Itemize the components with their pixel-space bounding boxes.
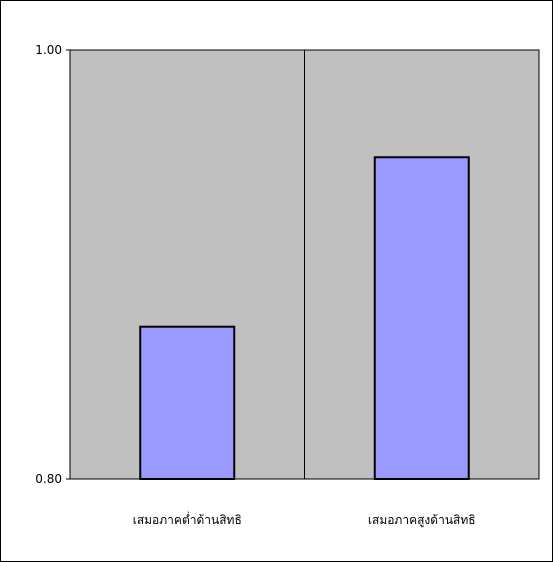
chart-marks: 0.80 1.00 เสมอภาคต่ำด้านสิทธิ เสมอภาคสูงด้า… [35, 43, 475, 528]
y-tick-label: 0.80 [35, 472, 62, 486]
x-tick-label: เสมอภาคสูงด้านสิทธิ [368, 513, 476, 528]
bar [139, 325, 236, 480]
bar [373, 156, 470, 480]
x-tick-label: เสมอภาคต่ำด้านสิทธิ [133, 511, 242, 527]
y-tick-label: 1.00 [35, 43, 62, 57]
